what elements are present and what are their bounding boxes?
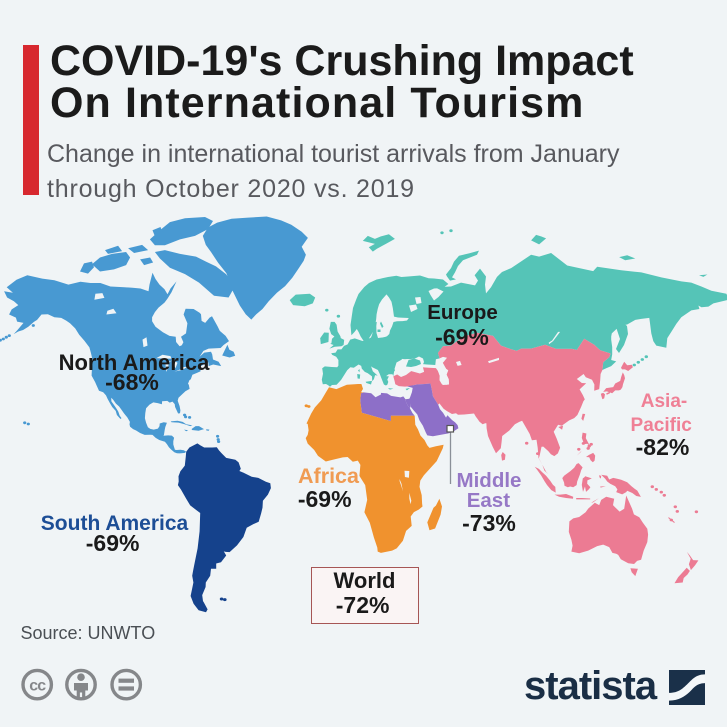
svg-text:cc: cc [29,678,46,695]
